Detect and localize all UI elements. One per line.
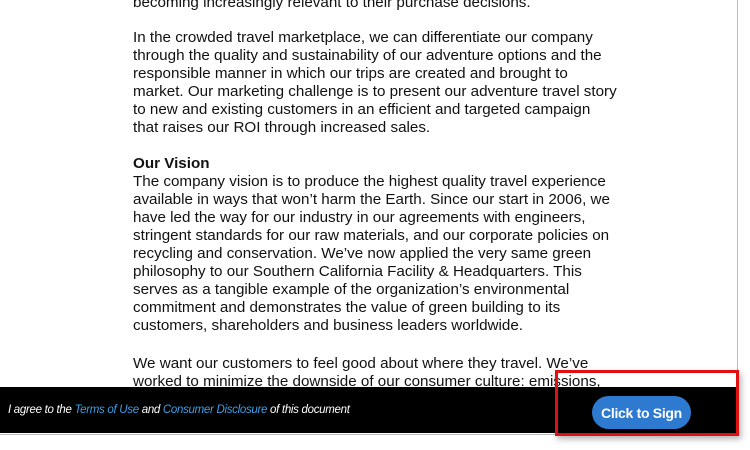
doc-line: have led the way for our industry in our… — [133, 209, 586, 226]
doc-line: In the crowded travel marketplace, we ca… — [133, 29, 593, 46]
doc-line: market. Our marketing challenge is to pr… — [133, 83, 617, 100]
doc-line: philosophy to our Southern California Fa… — [133, 263, 582, 280]
document-viewer: becoming increasingly relevant to their … — [0, 0, 738, 435]
agree-and: and — [138, 404, 163, 416]
click-to-sign-button[interactable]: Click to Sign — [592, 396, 691, 429]
doc-line: serves as a tangible example of the orga… — [133, 281, 570, 298]
doc-line: commitment and demonstrates the value of… — [133, 299, 561, 316]
section-heading: Our Vision — [133, 155, 210, 172]
doc-line: that raises our ROI through increased sa… — [133, 119, 431, 136]
agree-suffix: of this document — [267, 404, 350, 416]
doc-line: recycling and conservation. We’ve now ap… — [133, 245, 592, 262]
terms-of-use-link[interactable]: Terms of Use — [74, 404, 139, 416]
consumer-disclosure-link[interactable]: Consumer Disclosure — [162, 404, 268, 416]
agreement-text: I agree to the Terms of Use and Consumer… — [8, 404, 350, 416]
doc-line: responsible manner in which our trips ar… — [133, 65, 568, 82]
agree-prefix: I agree to the — [8, 404, 75, 416]
doc-line: becoming increasingly relevant to their … — [133, 0, 531, 11]
doc-line: through the quality and sustainability o… — [133, 47, 602, 64]
doc-line: available in ways that won’t harm the Ea… — [133, 191, 610, 208]
doc-line: to new and existing customers in an effi… — [133, 101, 591, 118]
doc-line: worked to minimize the downside of our c… — [133, 373, 601, 390]
doc-line: stringent standards for our raw material… — [133, 227, 610, 244]
doc-line: The company vision is to produce the hig… — [133, 173, 606, 190]
doc-line: We want our customers to feel good about… — [133, 355, 589, 372]
doc-line: customers, shareholders and business lea… — [133, 317, 524, 334]
